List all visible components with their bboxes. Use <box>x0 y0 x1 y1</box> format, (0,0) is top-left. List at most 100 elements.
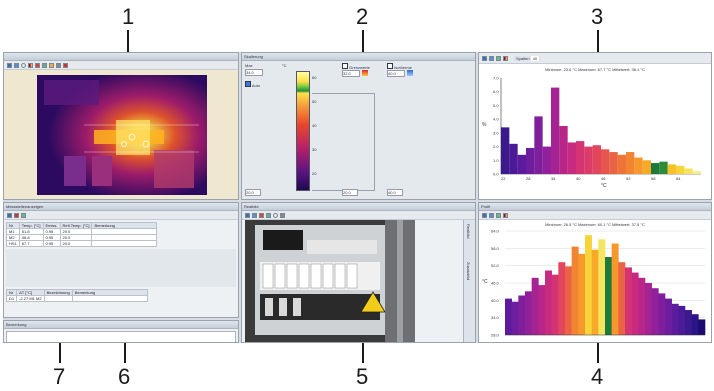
histogram-y-tick: 6.0 <box>493 89 499 94</box>
scale-colorbar[interactable] <box>296 71 310 191</box>
histogram-summary: Minimum: 23.6 °C Maximum: 67.7 °C Mittel… <box>545 67 645 72</box>
isotherme-input[interactable]: 40.0 <box>387 70 405 77</box>
cell-emiss[interactable]: 0.95 <box>42 240 61 247</box>
columns-tab-value[interactable]: 40 <box>530 55 540 61</box>
open-icon[interactable] <box>245 212 250 218</box>
histogram-bar <box>576 141 585 174</box>
marker-icon[interactable] <box>259 212 264 218</box>
histogram-y-tick: 7.0 <box>493 76 499 81</box>
scale-panel: Skalierung Max 34.0 °C Auto Grenzwerte 3… <box>241 52 476 200</box>
scale-max-input[interactable]: 34.0 <box>245 69 263 76</box>
real-image-photo[interactable] <box>245 220 415 342</box>
save-icon[interactable] <box>14 62 19 68</box>
tab-realbild[interactable]: Realbild <box>466 224 471 239</box>
grenzwerte-input[interactable]: 32.0 <box>342 70 360 77</box>
scale-min-value[interactable]: 20.0 <box>245 189 261 196</box>
isotherme-color-icon[interactable] <box>407 70 413 76</box>
palette-icon[interactable] <box>503 55 508 61</box>
histogram-bar <box>692 171 701 174</box>
save-icon[interactable] <box>252 212 257 218</box>
add-marker-icon[interactable] <box>7 212 12 218</box>
marker-icon[interactable] <box>35 62 40 68</box>
comment-textarea[interactable] <box>6 331 236 342</box>
save-icon[interactable] <box>489 55 494 61</box>
thermal-panel-title <box>4 53 238 61</box>
settings-icon[interactable] <box>56 62 61 68</box>
difference-header-name[interactable]: Bezeichnung <box>43 289 73 296</box>
profile-band <box>591 249 599 335</box>
scale-tick-3: 30 <box>312 147 317 152</box>
settings-icon[interactable] <box>280 212 285 218</box>
profile-band <box>618 262 626 335</box>
profile-band <box>685 310 692 335</box>
tab-zusatzbild[interactable]: Zusatzbild <box>466 262 471 281</box>
profile-band <box>638 277 646 335</box>
markers-header-refl[interactable]: Refl.Temp. [°C] <box>59 222 93 229</box>
comment-panel: Bemerkung <box>3 320 239 343</box>
real-image-panel: Realbild <box>241 202 476 343</box>
profile-y-tick: 58.0 <box>491 246 500 251</box>
cell-note[interactable] <box>91 240 158 247</box>
profile-band <box>598 239 606 335</box>
cell-refl[interactable]: 20.0 <box>59 240 93 247</box>
isotherme-label: Isotherme <box>394 65 412 70</box>
profile-y-tick: 64.0 <box>491 229 500 234</box>
scale-auto-checkbox[interactable]: Auto <box>245 81 260 88</box>
cell-temp: 67.7 <box>18 240 44 247</box>
export-icon[interactable] <box>21 212 26 218</box>
rotate-icon[interactable] <box>266 212 271 218</box>
markers-header-temp[interactable]: Temp. [°C] <box>18 222 44 229</box>
profile-band <box>625 267 632 335</box>
callout-3: 3 <box>591 4 604 29</box>
chart-icon[interactable] <box>496 212 501 218</box>
open-icon[interactable] <box>482 55 487 61</box>
grenzwerte-color-icon[interactable] <box>362 70 368 76</box>
histogram-bar <box>601 149 610 174</box>
cell-nr: HS1 <box>6 240 20 247</box>
markers-panel-title: Messstellenanzeigen <box>4 203 238 211</box>
profile-band <box>538 285 546 335</box>
profile-band <box>671 303 679 335</box>
chart-icon[interactable] <box>496 55 501 61</box>
thermal-image[interactable] <box>4 70 238 200</box>
iso-min-value[interactable]: 40.0 <box>387 189 403 196</box>
histogram-bar <box>551 87 560 174</box>
save-icon[interactable] <box>489 212 494 218</box>
profile-band <box>565 266 572 335</box>
palette-icon[interactable] <box>503 212 508 218</box>
grenz-min-value[interactable]: 20.0 <box>342 189 358 196</box>
scale-tick-0: 60 <box>312 75 317 80</box>
markers-header-emiss[interactable]: Emiss. <box>42 222 61 229</box>
delete-marker-icon[interactable] <box>14 212 19 218</box>
table-row[interactable]: HS1 67.7 0.95 20.0 <box>6 240 158 247</box>
isotherme-checkbox[interactable]: Isotherme <box>387 63 412 70</box>
profile-band <box>665 298 672 335</box>
zoom-icon[interactable] <box>273 212 278 218</box>
table-row[interactable]: D1 -2.27 M1 M2 <box>5 295 148 302</box>
histogram-bar <box>617 154 626 174</box>
rotate-icon[interactable] <box>42 62 47 68</box>
histogram-x-tick: 58 <box>651 176 656 181</box>
measure-icon[interactable] <box>49 62 54 68</box>
print-icon[interactable] <box>63 62 68 68</box>
grenzwerte-checkbox[interactable]: Grenzwerte <box>342 63 370 70</box>
histogram-bar <box>526 147 535 174</box>
cell-note[interactable] <box>71 295 148 302</box>
histogram-x-tick: 28 <box>526 176 531 181</box>
columns-tab[interactable]: Spalten 40 <box>514 55 542 61</box>
palette-icon[interactable] <box>28 62 33 68</box>
profile-band <box>578 253 586 335</box>
scale-tick-1: 50 <box>312 99 317 104</box>
columns-tab-label: Spalten <box>516 55 530 61</box>
histogram-bar <box>509 143 518 174</box>
profile-toolbar <box>479 211 711 220</box>
zoom-icon[interactable] <box>21 62 26 68</box>
open-icon[interactable] <box>482 212 487 218</box>
open-icon[interactable] <box>7 62 12 68</box>
histogram-bar <box>542 146 551 174</box>
callout-3-line <box>597 30 599 54</box>
scale-panel-title: Skalierung <box>242 53 475 61</box>
callout-7-line <box>59 343 61 363</box>
callout-4: 4 <box>591 364 604 389</box>
cell-name[interactable] <box>43 295 73 302</box>
